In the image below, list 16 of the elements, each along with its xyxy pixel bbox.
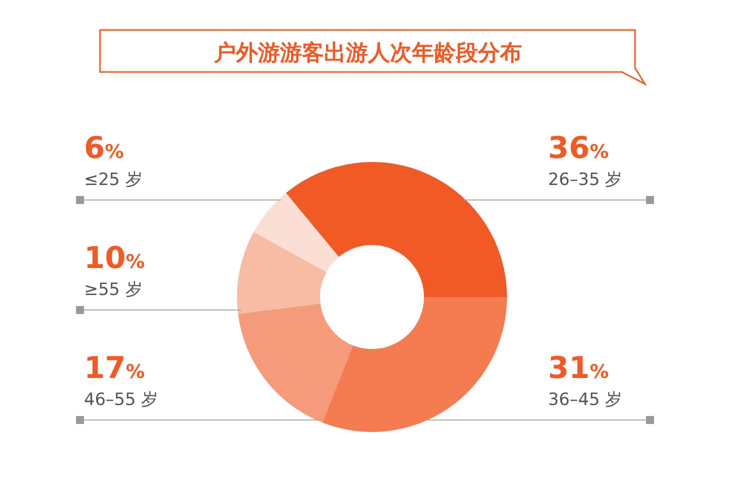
data-label: 17% <box>84 351 145 386</box>
slice-label: ≥55 岁 <box>84 280 142 300</box>
donut-slice <box>286 162 507 297</box>
slice-label: ≤25 岁 <box>84 170 142 190</box>
donut-slice <box>254 192 339 272</box>
data-label: 36% <box>548 131 609 166</box>
data-label: 6% <box>84 131 124 166</box>
slice-label: 26–35 岁 <box>548 170 622 190</box>
chart-title: 户外游游客出游人次年龄段分布 <box>213 40 522 66</box>
donut-slice <box>237 232 326 314</box>
slice-label: 46–55 岁 <box>84 390 158 410</box>
data-label: 10% <box>84 241 145 276</box>
donut-slice <box>322 297 507 432</box>
slice-label: 36–45 岁 <box>548 390 622 410</box>
donut-slice <box>238 304 353 423</box>
data-label: 31% <box>548 351 609 386</box>
